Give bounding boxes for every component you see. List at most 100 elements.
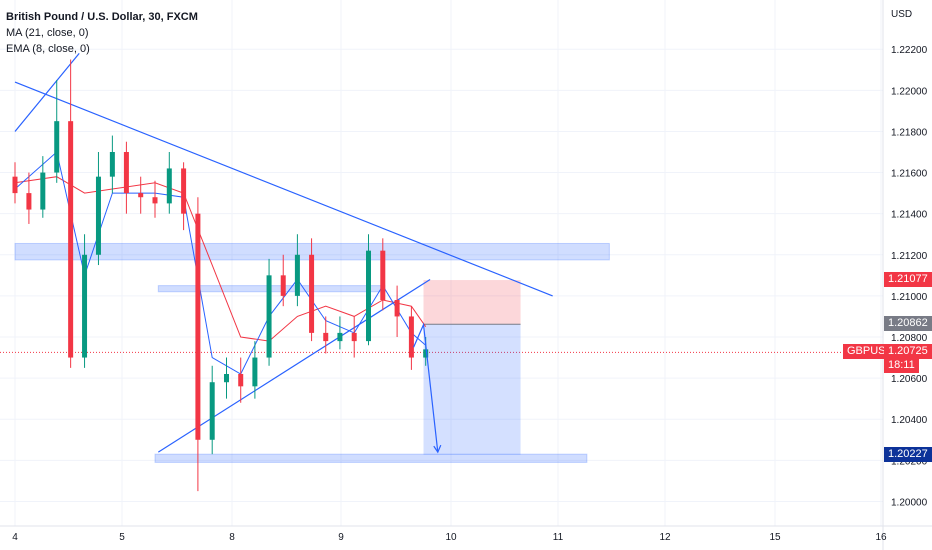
y-tick-label: 1.20000	[891, 497, 928, 508]
price-tag: 1.21077	[884, 272, 932, 288]
moving-average-line	[14, 176, 427, 342]
candle-body	[209, 382, 215, 440]
trend-lines[interactable]	[14, 52, 553, 453]
candle	[394, 285, 400, 337]
chart-legend: British Pound / U.S. Dollar, 30, FXCM MA…	[6, 9, 198, 57]
x-tick-label: 9	[338, 532, 344, 543]
candle-body	[238, 374, 244, 387]
candle	[40, 156, 46, 218]
candle-body	[408, 316, 414, 358]
candle	[309, 238, 315, 342]
y-tick-label: 1.20400	[891, 415, 928, 426]
projection-arrow[interactable]	[413, 322, 442, 454]
grid	[0, 0, 883, 526]
current-price-tag: 1.20725	[884, 344, 932, 360]
candle-body	[351, 332, 357, 342]
candle	[294, 234, 300, 307]
ma-legend-label[interactable]: MA (21, close, 0)	[6, 27, 89, 39]
x-tick-label: 8	[229, 532, 235, 543]
x-tick-label: 15	[769, 532, 781, 543]
y-tick-label: 1.20600	[891, 374, 928, 385]
symbol-title[interactable]: British Pound / U.S. Dollar, 30, FXCM	[6, 11, 198, 23]
moving-average-lines	[14, 151, 427, 375]
candle	[195, 197, 201, 492]
time-axis[interactable]: 4 5 8 9 10 11 12 15 16	[0, 525, 932, 543]
price-zone[interactable]	[157, 285, 386, 293]
candle-body	[54, 121, 60, 173]
y-tick-label: 1.21000	[891, 292, 928, 303]
candle	[123, 141, 129, 214]
arrow-head	[433, 444, 442, 454]
bar-countdown: 18:11	[884, 358, 919, 374]
candle-body	[26, 193, 32, 210]
candle-body	[366, 250, 371, 342]
candle-body	[68, 121, 74, 358]
candle	[224, 357, 229, 399]
x-tick-label: 12	[659, 532, 671, 543]
price-tag: 1.20862	[884, 316, 932, 332]
y-tick-label: 1.20800	[891, 333, 928, 344]
candle-body	[337, 332, 343, 342]
candle-body	[266, 275, 272, 358]
candle	[366, 234, 371, 346]
candle	[152, 180, 158, 218]
candle	[166, 152, 172, 214]
x-tick-label: 16	[875, 532, 887, 543]
y-tick-label: 1.22000	[891, 86, 928, 97]
candle	[26, 172, 32, 224]
candle-body	[166, 168, 172, 204]
candle-body	[309, 254, 315, 333]
price-tag: 1.20227	[884, 446, 932, 462]
candle	[181, 162, 187, 231]
x-tick-label: 4	[12, 532, 18, 543]
y-tick-label: 1.21400	[891, 210, 928, 221]
candle	[54, 80, 60, 183]
take-profit-zone[interactable]	[423, 324, 521, 455]
candle	[266, 258, 272, 366]
candle-body	[109, 152, 115, 177]
y-tick-label: 1.21200	[891, 251, 928, 262]
candle	[238, 357, 244, 403]
candle	[351, 316, 357, 358]
candle-body	[280, 275, 286, 296]
stop-loss-zone[interactable]	[423, 280, 521, 325]
y-tick-label: 1.21800	[891, 127, 928, 138]
x-tick-label: 11	[553, 532, 564, 543]
candle-body	[152, 197, 158, 204]
candle-body	[82, 254, 88, 358]
candle	[95, 152, 101, 266]
candle-body	[294, 254, 300, 296]
trend-line[interactable]	[14, 52, 80, 132]
candle	[12, 162, 18, 204]
price-axis[interactable]: USD 1.22200 1.22000 1.21800 1.21600 1.21400 1.…	[882, 0, 928, 550]
projection-path[interactable]	[413, 322, 439, 453]
candle	[68, 59, 74, 368]
candle	[209, 365, 215, 455]
symbol-price-label: GBPUSD	[843, 344, 898, 360]
candle	[280, 254, 286, 307]
candle-body	[195, 213, 201, 440]
candle-body	[224, 374, 229, 383]
price-zone[interactable]	[154, 453, 588, 463]
candle	[337, 316, 343, 350]
candle-body	[40, 172, 46, 210]
candle-body	[394, 300, 400, 317]
candle-body	[123, 152, 129, 194]
short-position-tool[interactable]	[423, 280, 521, 455]
candle	[323, 316, 329, 354]
y-tick-label: 1.22200	[891, 45, 928, 56]
candle	[408, 306, 414, 370]
x-tick-label: 5	[119, 532, 125, 543]
candle	[138, 176, 144, 214]
candle	[82, 234, 88, 368]
trend-line[interactable]	[157, 278, 431, 453]
candle-body	[138, 193, 144, 198]
candle-body	[423, 349, 429, 358]
trend-line[interactable]	[14, 81, 553, 297]
candle-body	[252, 357, 258, 387]
candlesticks	[12, 59, 429, 492]
candle	[109, 135, 115, 194]
candle-body	[12, 176, 18, 194]
ema-legend-label[interactable]: EMA (8, close, 0)	[6, 43, 90, 55]
